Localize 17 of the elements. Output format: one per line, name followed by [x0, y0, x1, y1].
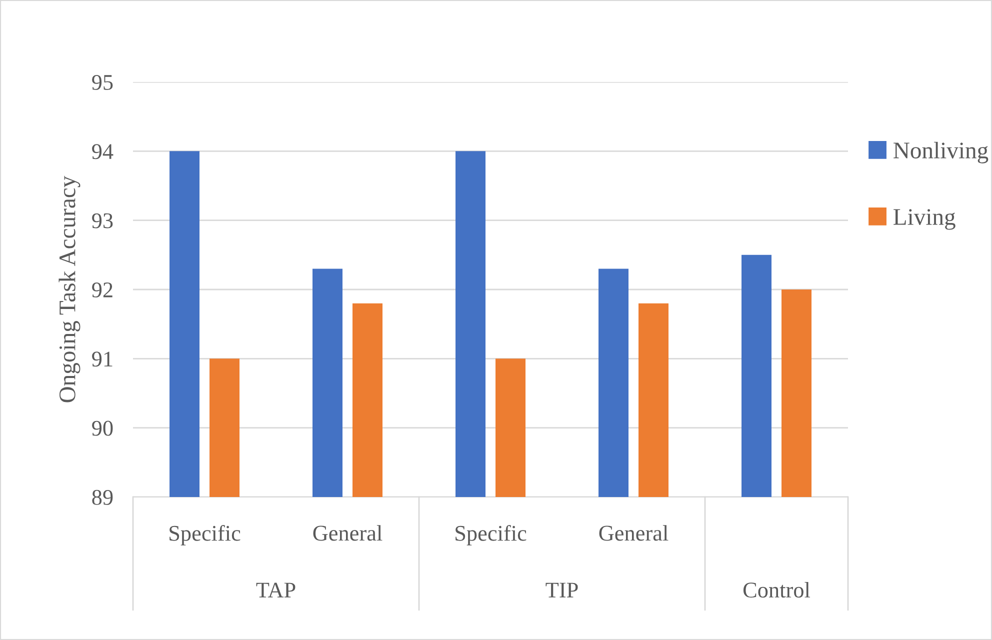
legend-label: Nonliving — [894, 142, 988, 164]
x-tick-label: Specific — [456, 524, 526, 546]
x-tick-label: Specific — [170, 524, 240, 546]
text: TIP — [546, 582, 578, 598]
y-tick-label: 91 — [92, 352, 112, 367]
x-tick-label: General — [313, 525, 382, 541]
y-tick-label: 90 — [92, 420, 113, 436]
y-tick-label: 93 — [92, 213, 113, 228]
text: Control — [743, 582, 810, 598]
text: TAP — [256, 582, 296, 598]
y-tick-label: 89 — [92, 490, 113, 505]
y-tick-label: 95 — [92, 74, 113, 90]
legend-label: Living — [894, 209, 956, 230]
y-tick-label: 94 — [92, 144, 114, 160]
x-tick-label: General — [599, 525, 668, 541]
y-tick-label: 92 — [92, 282, 112, 298]
y-axis-title: Ongoing Task Accuracy — [58, 176, 80, 402]
